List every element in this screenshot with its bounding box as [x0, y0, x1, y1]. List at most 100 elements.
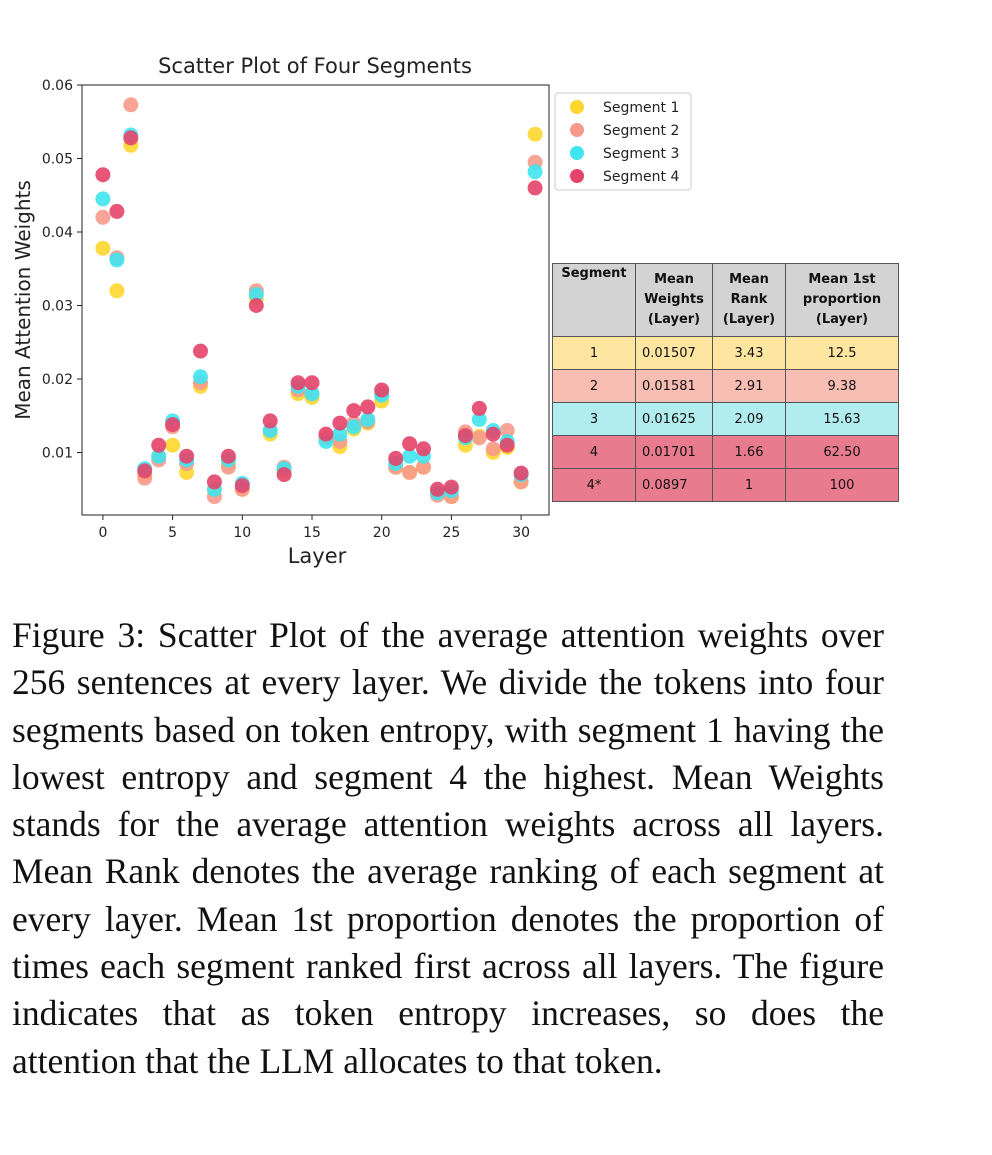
- point-segment-2: [123, 97, 139, 113]
- x-tick-label: 5: [168, 525, 177, 541]
- table-cell-first: 15.63: [785, 402, 899, 436]
- x-tick-label: 25: [443, 525, 461, 541]
- table-header-cell: Segment: [552, 263, 636, 337]
- point-segment-3: [109, 252, 125, 268]
- table-cell-first: 100: [785, 468, 899, 502]
- point-segment-4: [206, 474, 222, 490]
- legend-label: Segment 3: [603, 146, 679, 162]
- y-tick-label: 0.04: [42, 225, 73, 241]
- legend: Segment 1 Segment 2 Segment 3 Segment 4: [570, 100, 679, 185]
- axes: 0 5 10 15 20 25 30 0.01 0.02 0.03 0.04 0.05 0.06: [42, 78, 530, 541]
- table-row: 1 0.01507 3.43 12.5: [552, 336, 899, 370]
- point-segment-2: [485, 441, 501, 457]
- point-segment-4: [248, 298, 264, 313]
- point-segment-4: [443, 479, 459, 495]
- point-segment-3: [346, 419, 362, 435]
- point-segment-3: [360, 411, 376, 427]
- point-segment-1: [109, 283, 125, 299]
- y-tick-label: 0.02: [42, 372, 73, 388]
- table-cell-weights: 0.01507: [635, 336, 713, 370]
- table-cell-first: 62.50: [785, 435, 899, 469]
- point-segment-3: [304, 386, 320, 402]
- y-tick-label: 0.01: [42, 446, 73, 462]
- table-header-cell: Mean Weights (Layer): [635, 263, 713, 337]
- table-row: 4* 0.0897 1 100: [552, 468, 899, 502]
- point-segment-4: [402, 436, 418, 452]
- point-segment-4: [360, 399, 376, 415]
- point-segment-2: [471, 430, 487, 446]
- point-segment-3: [402, 448, 418, 464]
- plot-frame: [81, 84, 550, 516]
- legend-label: Segment 1: [603, 100, 679, 116]
- y-axis-label: Mean Attention Weights: [11, 180, 35, 420]
- point-segment-2: [499, 423, 515, 438]
- figure-caption: Figure 3: Scatter Plot of the average at…: [12, 615, 884, 1081]
- scatter-chart: Scatter Plot of Four Segments 0 5 10 15 20 25…: [11, 54, 692, 568]
- point-segment-4: [151, 437, 167, 453]
- table-cell-segment: 4: [552, 435, 636, 469]
- point-segment-4: [374, 382, 390, 398]
- legend-box: [554, 92, 692, 191]
- x-tick-label: 30: [512, 525, 530, 541]
- legend-marker: [570, 123, 584, 137]
- table-header-cell: Mean Rank (Layer): [712, 263, 786, 337]
- point-segment-3: [248, 287, 264, 302]
- legend-label: Segment 2: [603, 123, 679, 139]
- point-segment-3: [95, 191, 111, 207]
- x-tick-label: 20: [373, 525, 391, 541]
- legend-marker: [570, 100, 584, 114]
- legend-marker: [570, 169, 584, 183]
- point-segment-1: [527, 126, 543, 142]
- point-segment-4: [95, 167, 111, 183]
- point-segment-4: [499, 437, 515, 453]
- legend-label: Segment 4: [603, 169, 679, 185]
- point-segment-4: [346, 403, 362, 419]
- table-row: 3 0.01625 2.09 15.63: [552, 402, 899, 436]
- point-segment-4: [471, 400, 487, 416]
- data-points: [95, 97, 543, 505]
- point-segment-4: [304, 375, 320, 391]
- table-row: 4 0.01701 1.66 62.50: [552, 435, 899, 469]
- point-segment-4: [388, 450, 404, 466]
- point-segment-4: [262, 413, 278, 429]
- table-cell-segment: 1: [552, 336, 636, 370]
- x-axis-label: Layer: [288, 544, 347, 568]
- point-segment-4: [137, 463, 153, 479]
- point-segment-4: [276, 467, 292, 483]
- table-header-cell: Mean 1st proportion (Layer): [785, 263, 899, 337]
- x-tick-label: 15: [303, 525, 321, 541]
- legend-marker: [570, 146, 584, 160]
- point-segment-4: [165, 417, 181, 433]
- y-tick-label: 0.05: [42, 152, 73, 168]
- point-segment-2: [95, 209, 111, 225]
- point-segment-1: [95, 240, 111, 256]
- table-row: 2 0.01581 2.91 9.38: [552, 369, 899, 403]
- point-segment-4: [416, 441, 431, 457]
- point-segment-4: [430, 481, 445, 497]
- table-header-row: Segment Mean Weights (Layer) Mean Rank (Layer)…: [552, 263, 899, 337]
- point-segment-4: [318, 426, 334, 442]
- point-segment-4: [220, 448, 236, 464]
- point-segment-2: [402, 464, 418, 480]
- point-segment-3: [527, 164, 543, 180]
- point-segment-3: [151, 448, 167, 464]
- table-cell-rank: 1.66: [712, 435, 786, 469]
- point-segment-4: [513, 465, 529, 481]
- point-segment-4: [485, 426, 501, 442]
- table-cell-weights: 0.01701: [635, 435, 713, 469]
- point-segment-1: [165, 437, 181, 453]
- point-segment-3: [193, 369, 208, 385]
- table-cell-weights: 0.0897: [635, 468, 713, 502]
- point-segment-4: [109, 203, 125, 219]
- point-segment-3: [471, 411, 487, 427]
- point-segment-4: [457, 428, 473, 444]
- statistics-table: Segment Mean Weights (Layer) Mean Rank (Layer)…: [552, 263, 899, 502]
- table-cell-segment: 3: [552, 402, 636, 436]
- x-tick-label: 10: [233, 525, 251, 541]
- table-cell-rank: 3.43: [712, 336, 786, 370]
- chart-title: Scatter Plot of Four Segments: [158, 54, 472, 78]
- table-body: 1 0.01507 3.43 12.5 2 0.01581 2.91 9.38 3 0.01625…: [552, 336, 899, 502]
- table-cell-weights: 0.01581: [635, 369, 713, 403]
- table-cell-rank: 2.09: [712, 402, 786, 436]
- y-tick-label: 0.03: [42, 299, 73, 315]
